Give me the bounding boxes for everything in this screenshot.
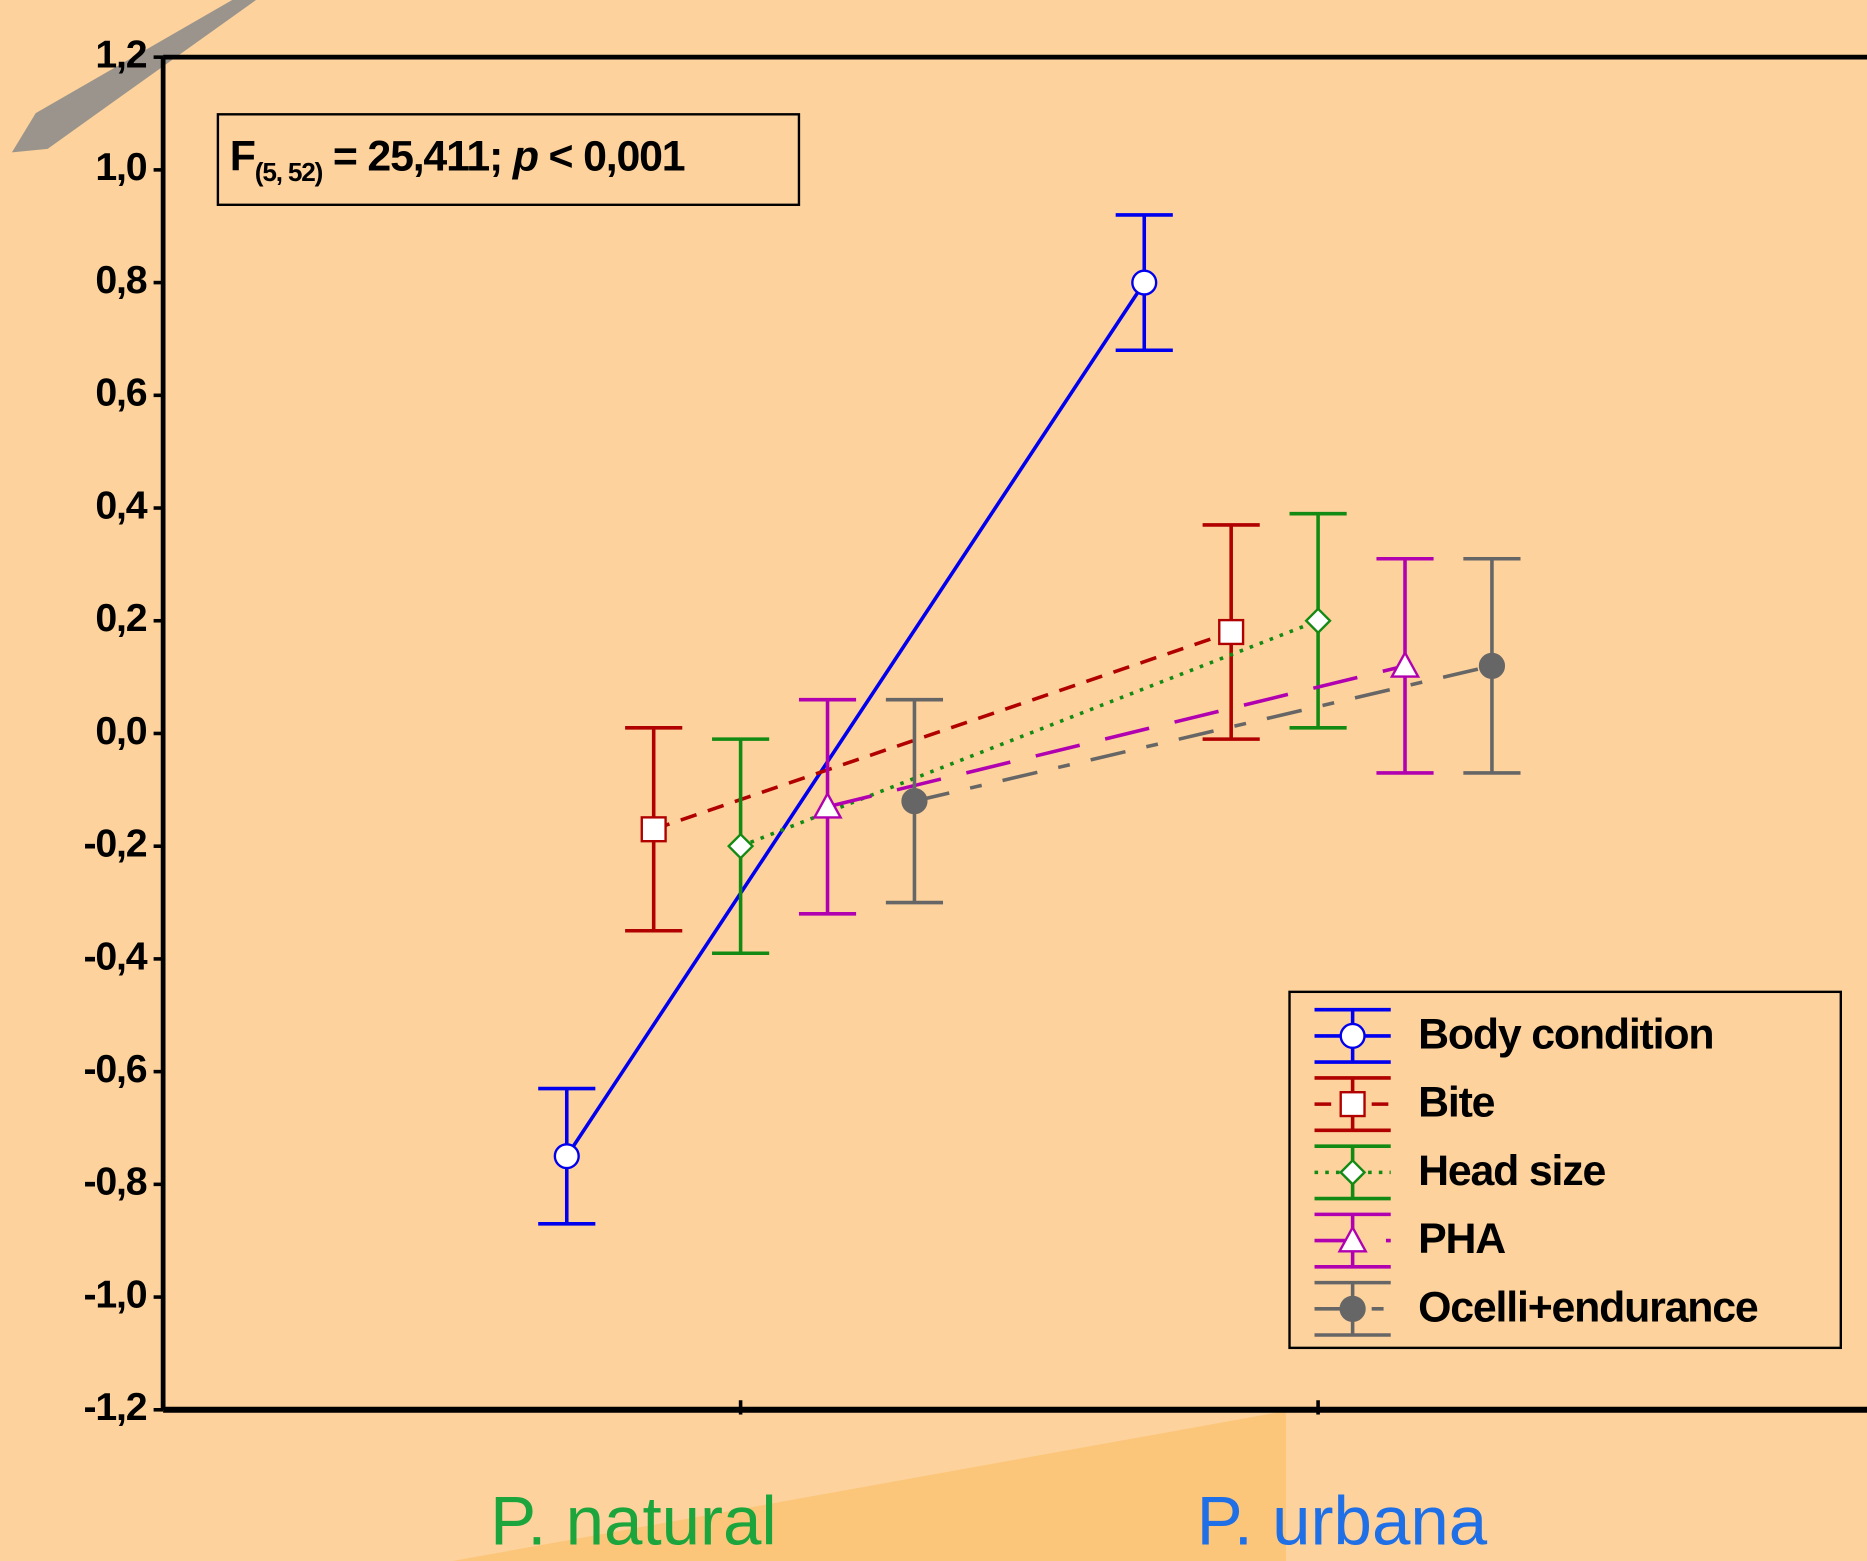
data-point: [1219, 620, 1243, 644]
legend-label: Head size: [1418, 1147, 1605, 1195]
y-tick-label: -1,2: [84, 1385, 147, 1429]
annotation-part: F: [230, 133, 255, 181]
chart: F(5, 52) = 25,411; p < 0,001 1,2 1,0 0,8 0,…: [0, 0, 1867, 1561]
y-tick-label: 1,0: [95, 145, 146, 189]
data-point: [642, 817, 666, 841]
legend-marker: [1341, 1092, 1365, 1116]
y-tick-label: -1,0: [84, 1272, 147, 1316]
y-tick-label: -0,2: [84, 822, 147, 866]
y-tick-label: 0,2: [95, 596, 146, 640]
annotation-part: (5, 52): [255, 157, 323, 187]
x-tick-label: P. natural: [490, 1482, 777, 1560]
legend-marker: [1341, 1024, 1365, 1048]
data-point: [1480, 654, 1504, 678]
legend-label: PHA: [1418, 1215, 1505, 1263]
legend-marker: [1341, 1297, 1365, 1321]
y-tick-label: 0,6: [95, 371, 146, 415]
data-point: [903, 789, 927, 813]
annotation-part: p: [512, 133, 538, 181]
y-tick-label: -0,6: [84, 1047, 147, 1091]
y-tick-label: -0,8: [84, 1160, 147, 1204]
y-tick-label: 0,0: [95, 709, 146, 753]
legend-label: Body condition: [1418, 1010, 1713, 1058]
annotation-part: = 25,411;: [322, 133, 513, 181]
y-tick-label: -0,4: [84, 934, 148, 978]
data-point: [555, 1144, 579, 1168]
y-tick-label: 0,8: [95, 258, 146, 302]
annotation-part: < 0,001: [538, 133, 685, 181]
data-point: [1132, 271, 1156, 295]
y-tick-label: 0,4: [95, 483, 147, 527]
legend-label: Ocelli+endurance: [1418, 1283, 1758, 1331]
legend-label: Bite: [1418, 1079, 1495, 1127]
x-tick-label: P. urbana: [1197, 1482, 1488, 1560]
y-tick-label: 1,2: [95, 33, 146, 77]
